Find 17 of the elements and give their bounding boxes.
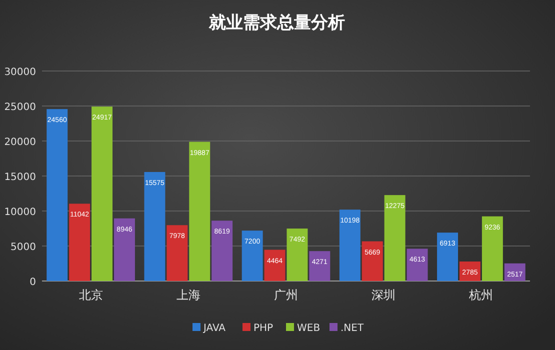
x-tick-label: 广州 [274, 288, 298, 302]
legend-label: JAVA [202, 323, 226, 334]
y-tick-label: 25000 [4, 102, 36, 113]
legend-label: PHP [254, 323, 274, 334]
x-tick-label: 上海 [176, 288, 200, 302]
y-tick-label: 10000 [4, 207, 36, 218]
x-tick-label: 杭州 [468, 288, 494, 302]
legend-label: .NET [340, 323, 364, 334]
x-tick-label: 深圳 [372, 288, 396, 302]
x-tick-label: 北京 [78, 288, 103, 302]
y-tick-label: 20000 [4, 137, 36, 148]
chart-title: 就业需求总量分析 [208, 13, 345, 33]
y-tick-label: 5000 [10, 242, 36, 253]
legend-label: WEB [297, 323, 320, 334]
y-tick-label: 30000 [4, 67, 36, 78]
y-tick-label: 15000 [4, 172, 36, 183]
y-tick-label: 0 [30, 277, 36, 288]
